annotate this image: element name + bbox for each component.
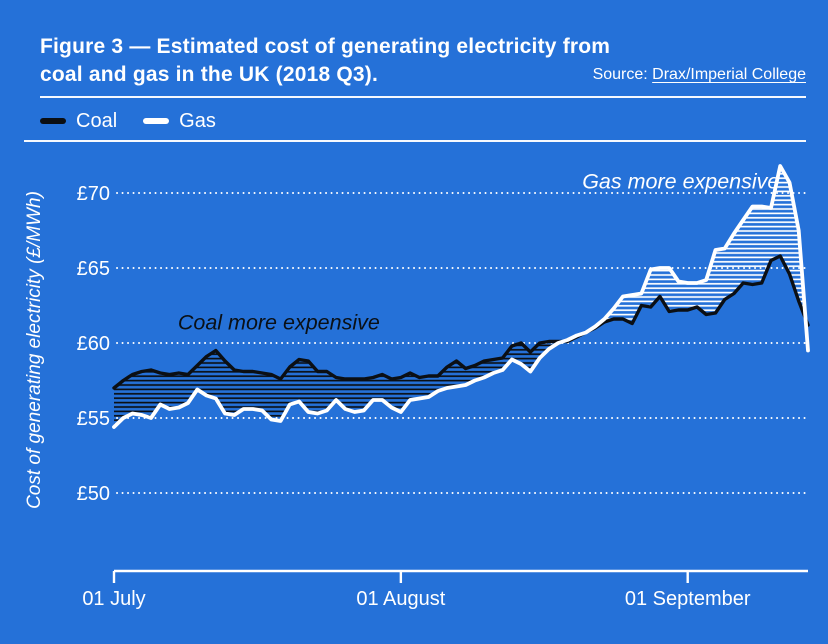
gas-more-expensive-fill [562, 166, 806, 342]
y-tick-label: £65 [77, 258, 110, 280]
annotation-gas-more-expensive: Gas more expensive [582, 170, 779, 194]
gas-line [112, 164, 810, 429]
gas-line-swatch [143, 118, 170, 124]
annotation-coal-more-expensive: Coal more expensive [178, 311, 380, 335]
y-tick-label: £70 [77, 183, 110, 205]
separator-line-bottom [24, 140, 806, 142]
figure-title-line2: coal and gas in the UK (2018 Q3). [40, 63, 379, 86]
separator-line-top [40, 96, 806, 98]
coal-line [112, 254, 810, 390]
y-tick-label: £50 [77, 483, 110, 505]
gas-legend-label: Gas [179, 109, 216, 132]
coal-line-swatch [40, 118, 66, 124]
y-tick-label: £60 [77, 333, 110, 355]
coal-more-expensive-fill [114, 341, 563, 427]
coal-legend-label: Coal [76, 109, 118, 132]
source-note: Source: Drax/Imperial College [593, 66, 806, 84]
source-prefix: Source: [592, 66, 653, 83]
y-tick-label: £55 [77, 408, 110, 430]
y-axis-title: Cost of generating electricity (£/MWh) [24, 191, 45, 509]
x-tick-label: 01 August [356, 588, 445, 610]
coal-more-expensive-fill [805, 318, 808, 351]
figure-title-line1: Figure 3 — Estimated cost of generating … [40, 35, 611, 58]
x-tick-label: 01 July [82, 588, 145, 610]
source-link[interactable]: Drax/Imperial College [652, 66, 806, 83]
figure-title: Figure 3 — Estimated cost of generating … [40, 33, 610, 89]
x-tick-label: 01 September [625, 588, 751, 610]
legend: Coal Gas [40, 107, 216, 135]
